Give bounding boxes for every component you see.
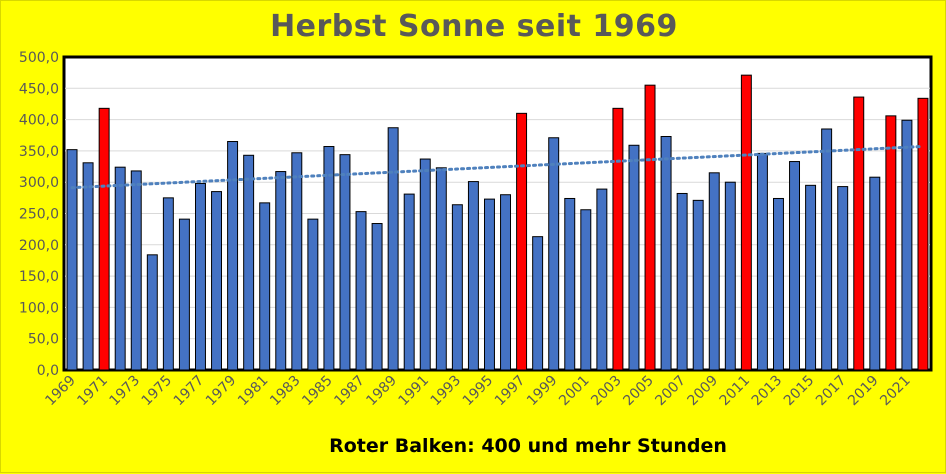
bar-1993 bbox=[451, 204, 463, 371]
trendline bbox=[70, 144, 925, 190]
bar-2007 bbox=[676, 192, 688, 371]
bar-1989 bbox=[387, 127, 399, 371]
bar-1995 bbox=[483, 198, 495, 371]
bar-1986 bbox=[339, 154, 351, 371]
bar-2000 bbox=[564, 197, 576, 371]
x-tick-label: 1973 bbox=[107, 373, 144, 410]
x-tick-label: 2011 bbox=[717, 373, 754, 410]
x-tick-label: 1983 bbox=[267, 373, 304, 410]
bar-2010 bbox=[724, 181, 736, 371]
bar-1987 bbox=[355, 211, 367, 371]
x-tick-label: 1981 bbox=[235, 373, 272, 410]
y-tick-label: 200,0 bbox=[19, 238, 59, 254]
x-tick-label: 1991 bbox=[396, 373, 433, 410]
x-tick-label: 1989 bbox=[363, 373, 400, 410]
bar-1972 bbox=[114, 166, 126, 371]
x-tick-label: 2005 bbox=[620, 373, 657, 410]
y-tick-label: 50,0 bbox=[28, 332, 59, 348]
y-tick-label: 500,0 bbox=[19, 50, 59, 66]
bar-1996 bbox=[500, 194, 512, 371]
y-tick-label: 100,0 bbox=[19, 300, 59, 316]
bar-2003 bbox=[612, 107, 624, 371]
bar-2008 bbox=[692, 199, 704, 371]
bar-1992 bbox=[435, 167, 447, 371]
bar-2018 bbox=[853, 96, 865, 371]
bar-2012 bbox=[756, 152, 768, 371]
x-tick-label: 1995 bbox=[460, 373, 497, 410]
x-tick-label: 2021 bbox=[877, 373, 914, 410]
bar-1999 bbox=[548, 137, 560, 371]
bar-1973 bbox=[130, 170, 142, 371]
bar-1998 bbox=[532, 236, 544, 371]
x-tick-label: 1977 bbox=[171, 373, 208, 410]
bar-2021 bbox=[901, 119, 913, 371]
x-tick-label: 1987 bbox=[331, 373, 368, 410]
x-tick-label: 2015 bbox=[781, 373, 818, 410]
bar-1988 bbox=[371, 223, 383, 371]
bar-1981 bbox=[259, 202, 271, 371]
bar-2020 bbox=[885, 115, 897, 371]
bar-1969 bbox=[66, 149, 78, 371]
bar-2009 bbox=[708, 172, 720, 371]
x-tick-label: 1979 bbox=[203, 373, 240, 410]
bar-2002 bbox=[596, 188, 608, 371]
bar-1983 bbox=[291, 152, 303, 371]
bar-1974 bbox=[146, 254, 158, 371]
y-tick-label: 450,0 bbox=[19, 81, 59, 97]
x-tick-label: 1975 bbox=[139, 373, 176, 410]
bar-2004 bbox=[628, 144, 640, 371]
bar-1970 bbox=[82, 162, 94, 371]
bar-1990 bbox=[403, 193, 415, 371]
x-tick-label: 2019 bbox=[845, 373, 882, 410]
bar-1977 bbox=[194, 182, 206, 371]
bar-1980 bbox=[243, 154, 255, 371]
x-tick-label: 1993 bbox=[428, 373, 465, 410]
y-tick-label: 0,0 bbox=[37, 363, 59, 379]
bar-2016 bbox=[821, 128, 833, 371]
bar-1991 bbox=[419, 158, 431, 371]
bar-1979 bbox=[227, 141, 239, 371]
x-tick-label: 2007 bbox=[652, 373, 689, 410]
bar-1976 bbox=[178, 218, 190, 371]
bar-2022 bbox=[917, 97, 929, 371]
legend-note: Roter Balken: 400 und mehr Stunden bbox=[329, 435, 727, 457]
x-tick-label: 1999 bbox=[524, 373, 561, 410]
bar-1994 bbox=[467, 181, 479, 371]
bar-1975 bbox=[162, 197, 174, 371]
bar-2001 bbox=[580, 209, 592, 371]
bar-1982 bbox=[275, 171, 287, 371]
x-tick-label: 1971 bbox=[74, 373, 111, 410]
x-tick-label: 2003 bbox=[588, 373, 625, 410]
x-tick-label: 1985 bbox=[299, 373, 336, 410]
bar-2019 bbox=[869, 176, 881, 371]
bar-1997 bbox=[516, 112, 528, 371]
y-tick-label: 250,0 bbox=[19, 207, 59, 223]
bar-1978 bbox=[211, 191, 223, 371]
x-tick-label: 2009 bbox=[685, 373, 722, 410]
bar-1984 bbox=[307, 218, 319, 371]
bar-2017 bbox=[837, 186, 849, 371]
bar-1985 bbox=[323, 146, 335, 371]
bar-2011 bbox=[740, 74, 752, 371]
y-tick-label: 400,0 bbox=[19, 113, 59, 129]
x-tick-label: 1997 bbox=[492, 373, 529, 410]
bar-2006 bbox=[660, 136, 672, 371]
y-tick-label: 150,0 bbox=[19, 269, 59, 285]
y-tick-label: 300,0 bbox=[19, 175, 59, 191]
chart-title: Herbst Sonne seit 1969 bbox=[270, 9, 678, 44]
bar-2015 bbox=[805, 184, 817, 371]
bar-2005 bbox=[644, 84, 656, 371]
y-tick-label: 350,0 bbox=[19, 144, 59, 160]
bar-1971 bbox=[98, 107, 110, 371]
x-tick-label: 2017 bbox=[813, 373, 850, 410]
x-tick-label: 2001 bbox=[556, 373, 593, 410]
bar-2013 bbox=[772, 197, 784, 371]
bar-2014 bbox=[789, 161, 801, 371]
x-tick-label: 2013 bbox=[749, 373, 786, 410]
